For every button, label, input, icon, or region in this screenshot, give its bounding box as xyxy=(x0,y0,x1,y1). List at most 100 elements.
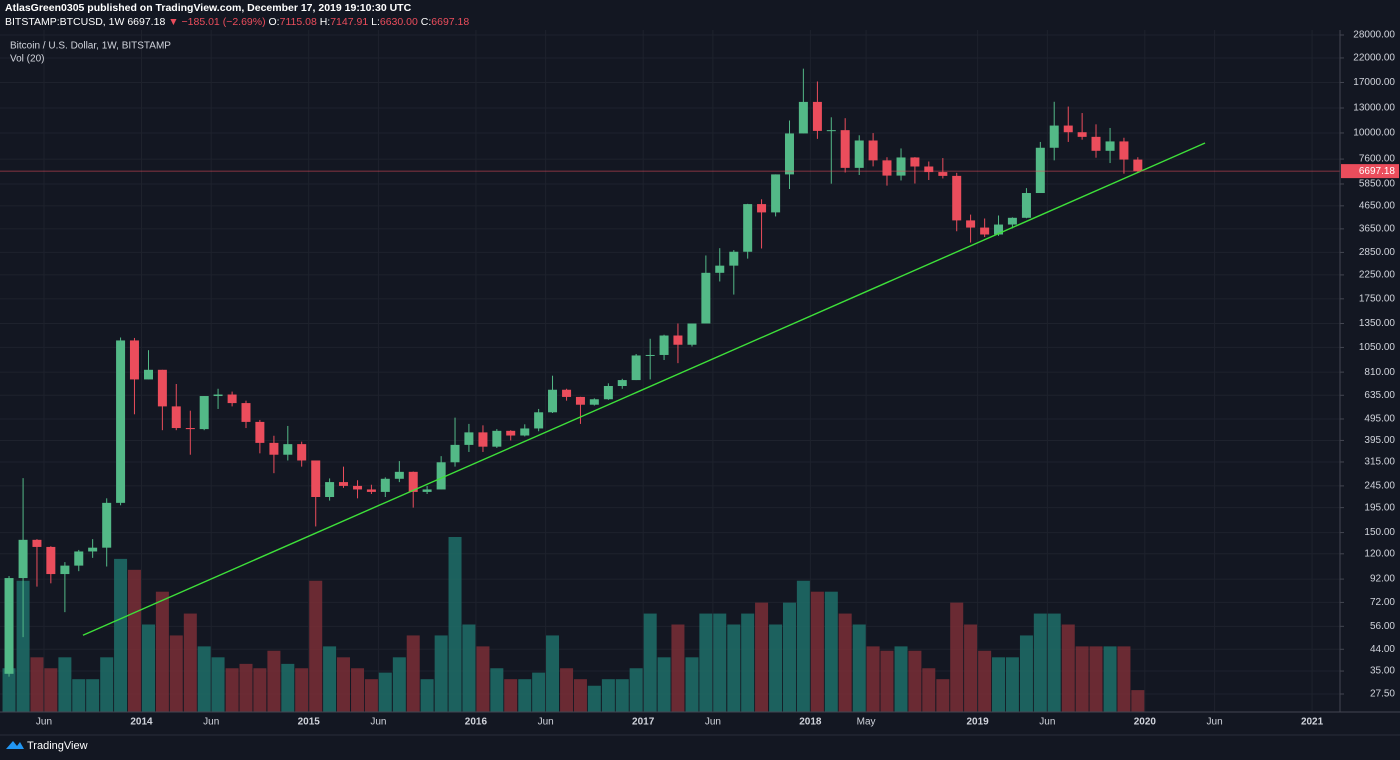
x-tick-label: May xyxy=(857,717,876,728)
candle-body xyxy=(910,157,920,167)
change: ▼ −185.01 (−2.69%) xyxy=(168,16,265,28)
volume-bar xyxy=(351,668,365,712)
last-price-box xyxy=(1341,164,1399,179)
volume-bar xyxy=(894,646,908,712)
candle-body xyxy=(1091,136,1101,151)
y-tick-label: 2250.00 xyxy=(1359,270,1396,281)
last: 6697.18 xyxy=(127,16,165,28)
y-tick-label: 72.00 xyxy=(1370,597,1395,608)
candle-body xyxy=(408,471,418,492)
y-tick-label: 92.00 xyxy=(1370,574,1395,585)
volume-bar xyxy=(950,602,964,712)
volume-bar xyxy=(169,635,183,712)
candle-body xyxy=(854,140,864,168)
volume-bar xyxy=(462,624,476,712)
ohlc-value: 7147.91 xyxy=(330,16,368,28)
tv-logo xyxy=(6,741,24,749)
y-tick-label: 5850.00 xyxy=(1359,179,1396,190)
candle-body xyxy=(325,482,335,498)
volume-bar xyxy=(323,646,337,712)
candle-body xyxy=(199,396,209,430)
candle-body xyxy=(966,220,976,228)
candle-body xyxy=(241,403,251,422)
candle-body xyxy=(1133,159,1143,172)
candle-body xyxy=(729,251,739,266)
candle-body xyxy=(687,323,697,345)
last-price-label: 6697.18 xyxy=(1359,166,1396,177)
candle-body xyxy=(562,389,572,397)
volume-bar xyxy=(1033,613,1047,712)
volume-bar xyxy=(643,613,657,712)
x-tick-label: Jun xyxy=(370,717,386,728)
candle-body xyxy=(882,160,892,176)
volume-bar xyxy=(964,624,978,712)
volume-bar xyxy=(629,668,643,712)
x-tick-label: 2019 xyxy=(966,717,989,728)
candle-body xyxy=(980,227,990,235)
candle-body xyxy=(1077,132,1087,137)
y-tick-label: 35.00 xyxy=(1370,666,1395,677)
volume-bar xyxy=(769,624,783,712)
candle-body xyxy=(297,444,307,461)
y-tick-label: 22000.00 xyxy=(1353,53,1395,64)
candles xyxy=(4,68,1143,677)
volume-bar xyxy=(908,650,922,712)
candle-body xyxy=(88,547,98,552)
volume-bar xyxy=(824,591,838,712)
y-tick-label: 2850.00 xyxy=(1359,247,1396,258)
y-tick-label: 1050.00 xyxy=(1359,342,1396,353)
ohlc-label: O: xyxy=(269,16,280,28)
candle-body xyxy=(422,489,432,492)
symbol: BITSTAMP:BTCUSD, 1W xyxy=(5,16,124,28)
volume-bar xyxy=(1131,690,1145,712)
volume-bar xyxy=(86,679,100,712)
candle-body xyxy=(840,130,850,168)
volume-bar xyxy=(992,657,1006,712)
volume-bar xyxy=(100,657,114,712)
volume-bar xyxy=(978,650,992,712)
candle-body xyxy=(506,430,516,436)
y-tick-label: 1350.00 xyxy=(1359,318,1396,329)
volume-bar xyxy=(1047,613,1061,712)
candle-body xyxy=(938,172,948,176)
ohlc-label: C: xyxy=(421,16,432,28)
volume-bar xyxy=(573,679,587,712)
volume-bar xyxy=(713,613,727,712)
candle-body xyxy=(283,444,293,455)
volume-bar xyxy=(476,646,490,712)
candle-body xyxy=(631,355,641,381)
candle-body xyxy=(143,369,153,380)
candle-body xyxy=(4,578,14,674)
candle-body xyxy=(74,551,84,566)
volume-bar xyxy=(1103,646,1117,712)
candle-body xyxy=(548,389,558,413)
candle-body xyxy=(757,204,767,213)
volume-label: Vol (20) xyxy=(10,54,44,65)
volume-bar xyxy=(657,657,671,712)
candle-body xyxy=(743,204,753,252)
volume-bar xyxy=(671,624,685,712)
volume-bar xyxy=(1061,624,1075,712)
y-tick-label: 1750.00 xyxy=(1359,293,1396,304)
volume-bar xyxy=(1089,646,1103,712)
x-tick-label: 2015 xyxy=(298,717,321,728)
candle-body xyxy=(185,428,195,430)
volume-bar xyxy=(406,635,420,712)
y-tick-label: 395.00 xyxy=(1364,435,1395,446)
symbol-line: BITSTAMP:BTCUSD, 1W 6697.18 ▼ −185.01 (−… xyxy=(5,16,469,28)
ohlc-label: H: xyxy=(320,16,331,28)
volume-bar xyxy=(58,657,72,712)
y-tick-label: 315.00 xyxy=(1364,457,1395,468)
candle-body xyxy=(394,471,404,479)
candle-body xyxy=(896,157,906,176)
volume-bar xyxy=(114,558,128,712)
candle-body xyxy=(157,369,167,407)
footer-brand: TradingView xyxy=(27,740,88,752)
candle-body xyxy=(617,380,627,387)
volume-bar xyxy=(1005,657,1019,712)
y-tick-label: 4650.00 xyxy=(1359,200,1396,211)
candle-body xyxy=(924,166,934,173)
candle-body xyxy=(826,130,836,132)
volume-bar xyxy=(127,569,141,712)
